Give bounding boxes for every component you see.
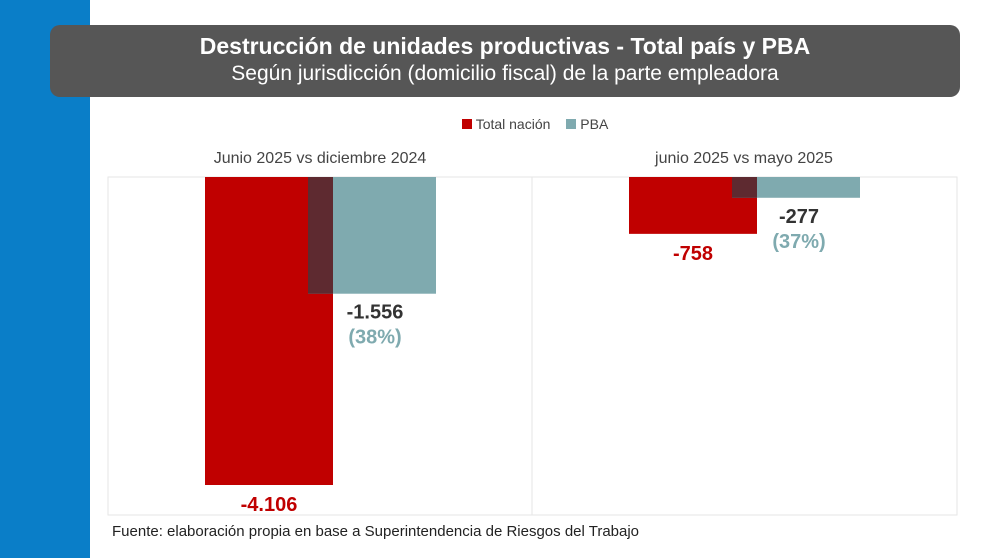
label-pba-pct-2: (37%) <box>772 231 825 253</box>
chart-title: Destrucción de unidades productivas - To… <box>199 33 811 59</box>
source-note: Fuente: elaboración propia en base a Sup… <box>112 523 640 540</box>
label-total-1: -4.106 <box>241 494 298 516</box>
panel-title-1: Junio 2025 vs diciembre 2024 <box>213 150 427 167</box>
title-box: Destrucción de unidades productivas - To… <box>50 25 960 97</box>
bar-pba-2 <box>732 177 860 198</box>
label-pba-pct-1: (38%) <box>348 327 401 349</box>
panel-title-2: junio 2025 vs mayo 2025 <box>655 150 833 167</box>
legend: Total nación PBA <box>0 116 1000 132</box>
legend-item-total: Total nación <box>461 116 551 132</box>
bar-overlap-2 <box>732 177 757 198</box>
label-pba-1: -1.556 <box>347 302 404 324</box>
legend-label-total: Total nación <box>475 116 551 132</box>
legend-item-pba: PBA <box>566 116 608 132</box>
legend-swatch-pba <box>566 119 577 129</box>
bar-overlap-1 <box>308 177 333 294</box>
chart-subtitle: Según jurisdicción (domicilio fiscal) de… <box>231 62 779 85</box>
legend-label-pba: PBA <box>580 116 609 132</box>
label-pba-2: -277 <box>779 206 819 228</box>
legend-swatch-total <box>461 119 472 129</box>
label-total-2: -758 <box>673 243 713 265</box>
